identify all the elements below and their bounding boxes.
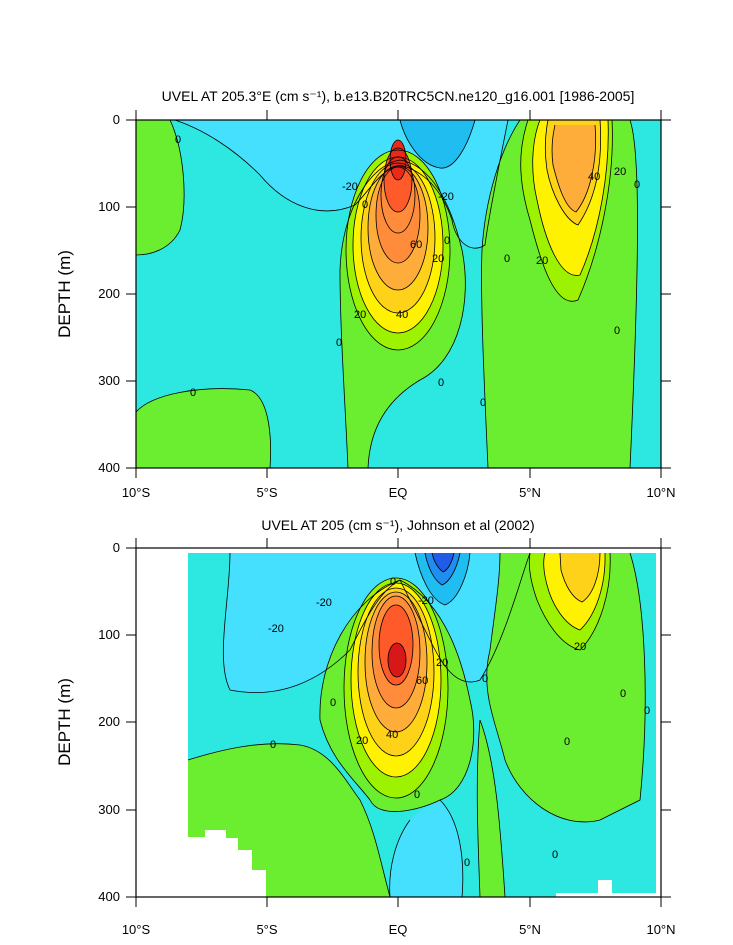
contour-label: 40: [386, 729, 398, 741]
ticks: [126, 538, 671, 907]
panel-model: UVEL AT 205.3°E (cm s⁻¹), b.e13.B20TRC5C…: [55, 88, 676, 500]
contour-label: 20: [536, 255, 548, 267]
contour-label: 0: [504, 253, 510, 265]
y-tick-label: 400: [98, 460, 120, 475]
contour-label: 0: [634, 179, 640, 191]
y-tick-label: 300: [98, 373, 120, 388]
panel-observations: UVEL AT 205 (cm s⁻¹), Johnson et al (200…: [55, 517, 676, 937]
y-tick-labels: 0 100 200 300 400: [98, 540, 120, 904]
contour-lines: [136, 120, 638, 468]
contour-labels: 0 -20 -20 0 0 20 60 20 40 0 0 0 0 0 20 4…: [175, 134, 640, 409]
contour-label: 0: [414, 789, 420, 801]
x-tick-label: EQ: [389, 485, 408, 500]
contour-label: 20: [354, 309, 366, 321]
contour-label: 60: [410, 239, 422, 251]
x-tick-label: 10°S: [122, 485, 151, 500]
contour-label: 0: [336, 337, 342, 349]
contour-label: 0: [190, 387, 196, 399]
x-tick-labels: 10°S 5°S EQ 5°N 10°N: [122, 485, 676, 500]
contour-label: 0: [464, 857, 470, 869]
y-axis-label: DEPTH (m): [55, 678, 74, 766]
x-tick-label: 5°S: [256, 922, 277, 937]
contour-label: 0: [620, 688, 626, 700]
y-tick-label: 0: [113, 540, 120, 555]
contour-label: 20: [574, 641, 586, 653]
contour-label: 40: [588, 171, 600, 183]
contour-label: 0: [390, 576, 396, 588]
contour-label: -20: [438, 191, 454, 203]
x-tick-label: 5°N: [519, 485, 541, 500]
contour-label: 0: [644, 705, 650, 717]
contour-label: 40: [396, 309, 408, 321]
contour-label: -20: [342, 181, 358, 193]
contour-label: 0: [564, 736, 570, 748]
panel-2-title: UVEL AT 205 (cm s⁻¹), Johnson et al (200…: [261, 517, 534, 533]
contour-label: 0: [482, 673, 488, 685]
contour-label: 0: [552, 849, 558, 861]
contour-fill: [136, 120, 661, 468]
y-tick-label: 100: [98, 199, 120, 214]
x-tick-labels: 10°S 5°S EQ 5°N 10°N: [122, 922, 676, 937]
contour-label: 0: [438, 377, 444, 389]
y-tick-label: 100: [98, 627, 120, 642]
y-axis-label: DEPTH (m): [55, 250, 74, 338]
y-tick-label: 0: [113, 112, 120, 127]
contour-label: 20: [432, 253, 444, 265]
contour-label: -20: [268, 623, 284, 635]
contour-label: 0: [444, 235, 450, 247]
contour-label: -20: [418, 595, 434, 607]
contour-label: 0: [362, 199, 368, 211]
contour-label: 0: [330, 697, 336, 709]
contour-label: 60: [416, 675, 428, 687]
x-tick-label: 10°N: [646, 485, 675, 500]
x-tick-label: 10°N: [646, 922, 675, 937]
y-tick-label: 200: [98, 286, 120, 301]
contour-lines: [187, 552, 646, 897]
x-tick-label: 5°S: [256, 485, 277, 500]
y-tick-label: 200: [98, 714, 120, 729]
x-tick-label: 10°S: [122, 922, 151, 937]
contour-label: 20: [436, 657, 448, 669]
contour-label: 0: [270, 739, 276, 751]
contour-label: 0: [614, 325, 620, 337]
contour-label: 20: [614, 166, 626, 178]
x-tick-label: 5°N: [519, 922, 541, 937]
contour-labels: -20 -20 0 -20 20 60 20 40 0 0 0 0 0 20 0…: [268, 576, 650, 869]
contour-label: 20: [356, 735, 368, 747]
y-tick-label: 300: [98, 802, 120, 817]
x-tick-label: EQ: [389, 922, 408, 937]
y-tick-labels: 0 100 200 300 400: [98, 112, 120, 475]
contour-label: 0: [175, 134, 181, 146]
y-tick-label: 400: [98, 889, 120, 904]
panel-1-title: UVEL AT 205.3°E (cm s⁻¹), b.e13.B20TRC5C…: [162, 88, 635, 104]
contour-label: -20: [316, 597, 332, 609]
contour-label: 0: [480, 397, 486, 409]
ticks: [126, 110, 671, 478]
